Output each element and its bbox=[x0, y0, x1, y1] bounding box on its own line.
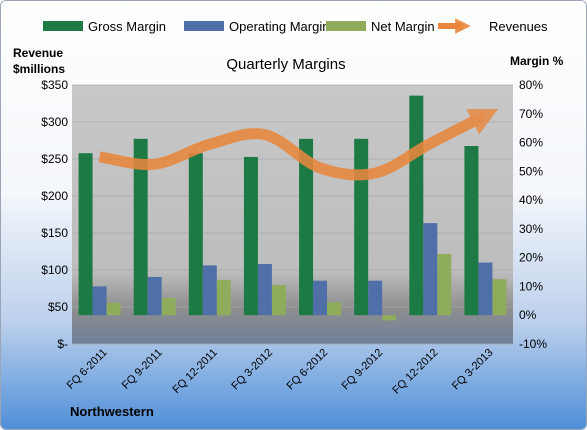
bar-net-margin bbox=[216, 279, 231, 316]
legend-item-gross-margin: Gross Margin bbox=[43, 19, 166, 34]
bar-gross-margin bbox=[188, 153, 203, 316]
left-tick-label: $350 bbox=[41, 78, 68, 92]
bar-gross-margin bbox=[464, 146, 479, 316]
bar-net-margin bbox=[492, 279, 507, 316]
bar-net-margin bbox=[327, 302, 342, 316]
left-tick-label: $- bbox=[57, 337, 68, 351]
left-tick-label: $150 bbox=[41, 226, 68, 240]
bar-operating-margin bbox=[147, 276, 162, 316]
company-label: Northwestern bbox=[70, 404, 154, 419]
bar-net-margin bbox=[271, 285, 286, 316]
bar-gross-margin bbox=[133, 138, 148, 316]
left-axis-title-line1: Revenue bbox=[13, 46, 63, 60]
right-tick-label: 60% bbox=[519, 136, 543, 150]
left-tick-label: $200 bbox=[41, 189, 68, 203]
legend-item-net-margin: Net Margin bbox=[326, 19, 435, 34]
right-tick-label: 20% bbox=[519, 251, 543, 265]
legend: Gross Margin Operating Margin Net Margin… bbox=[43, 18, 548, 34]
right-tick-label: 50% bbox=[519, 164, 543, 178]
bars bbox=[78, 95, 507, 321]
right-tick-label: 80% bbox=[519, 78, 543, 92]
right-tick-label: 0% bbox=[519, 308, 537, 322]
right-axis-title: Margin % bbox=[510, 54, 564, 68]
right-tick-label: 10% bbox=[519, 279, 543, 293]
legend-swatch-operating-margin bbox=[184, 21, 224, 31]
bar-operating-margin bbox=[478, 262, 493, 316]
revenue-line bbox=[98, 108, 499, 181]
revenue-line-group bbox=[98, 108, 499, 181]
bar-net-margin bbox=[382, 315, 397, 321]
left-tick-label: $300 bbox=[41, 115, 68, 129]
legend-label-revenues: Revenues bbox=[489, 19, 548, 34]
bar-net-margin bbox=[437, 253, 452, 316]
left-tick-label: $250 bbox=[41, 152, 68, 166]
right-tick-label: 40% bbox=[519, 193, 543, 207]
right-axis-ticks: -10% 0% 10% 20% 30% 40% 50% 60% 70% 80% bbox=[519, 78, 547, 351]
bar-net-margin bbox=[161, 297, 176, 316]
bar-operating-margin bbox=[368, 280, 383, 316]
legend-swatch-net-margin bbox=[326, 21, 366, 31]
chart-title: Quarterly Margins bbox=[226, 56, 345, 73]
bar-operating-margin bbox=[257, 263, 272, 316]
bar-operating-margin bbox=[313, 280, 328, 316]
bar-net-margin bbox=[106, 302, 121, 316]
legend-swatch-gross-margin bbox=[43, 21, 83, 31]
legend-item-operating-margin: Operating Margin bbox=[184, 19, 329, 34]
bar-gross-margin bbox=[354, 138, 369, 316]
legend-label-operating-margin: Operating Margin bbox=[229, 19, 329, 34]
bar-gross-margin bbox=[243, 156, 258, 316]
left-axis-ticks: $- $50 $100 $150 $200 $250 $300 $350 bbox=[41, 78, 68, 351]
bar-operating-margin bbox=[92, 286, 107, 316]
right-tick-label: -10% bbox=[519, 337, 547, 351]
right-tick-label: 30% bbox=[519, 222, 543, 236]
left-tick-label: $100 bbox=[41, 263, 68, 277]
bar-operating-margin bbox=[423, 223, 438, 316]
legend-item-revenues: Revenues bbox=[438, 18, 548, 34]
legend-label-gross-margin: Gross Margin bbox=[88, 19, 166, 34]
left-tick-label: $50 bbox=[48, 300, 68, 314]
bar-gross-margin bbox=[409, 95, 424, 316]
legend-label-net-margin: Net Margin bbox=[371, 19, 435, 34]
bar-gross-margin bbox=[299, 138, 314, 316]
right-tick-label: 70% bbox=[519, 107, 543, 121]
bar-operating-margin bbox=[202, 265, 217, 316]
left-axis-title-line2: $millions bbox=[13, 62, 65, 76]
bar-gross-margin bbox=[78, 153, 93, 316]
